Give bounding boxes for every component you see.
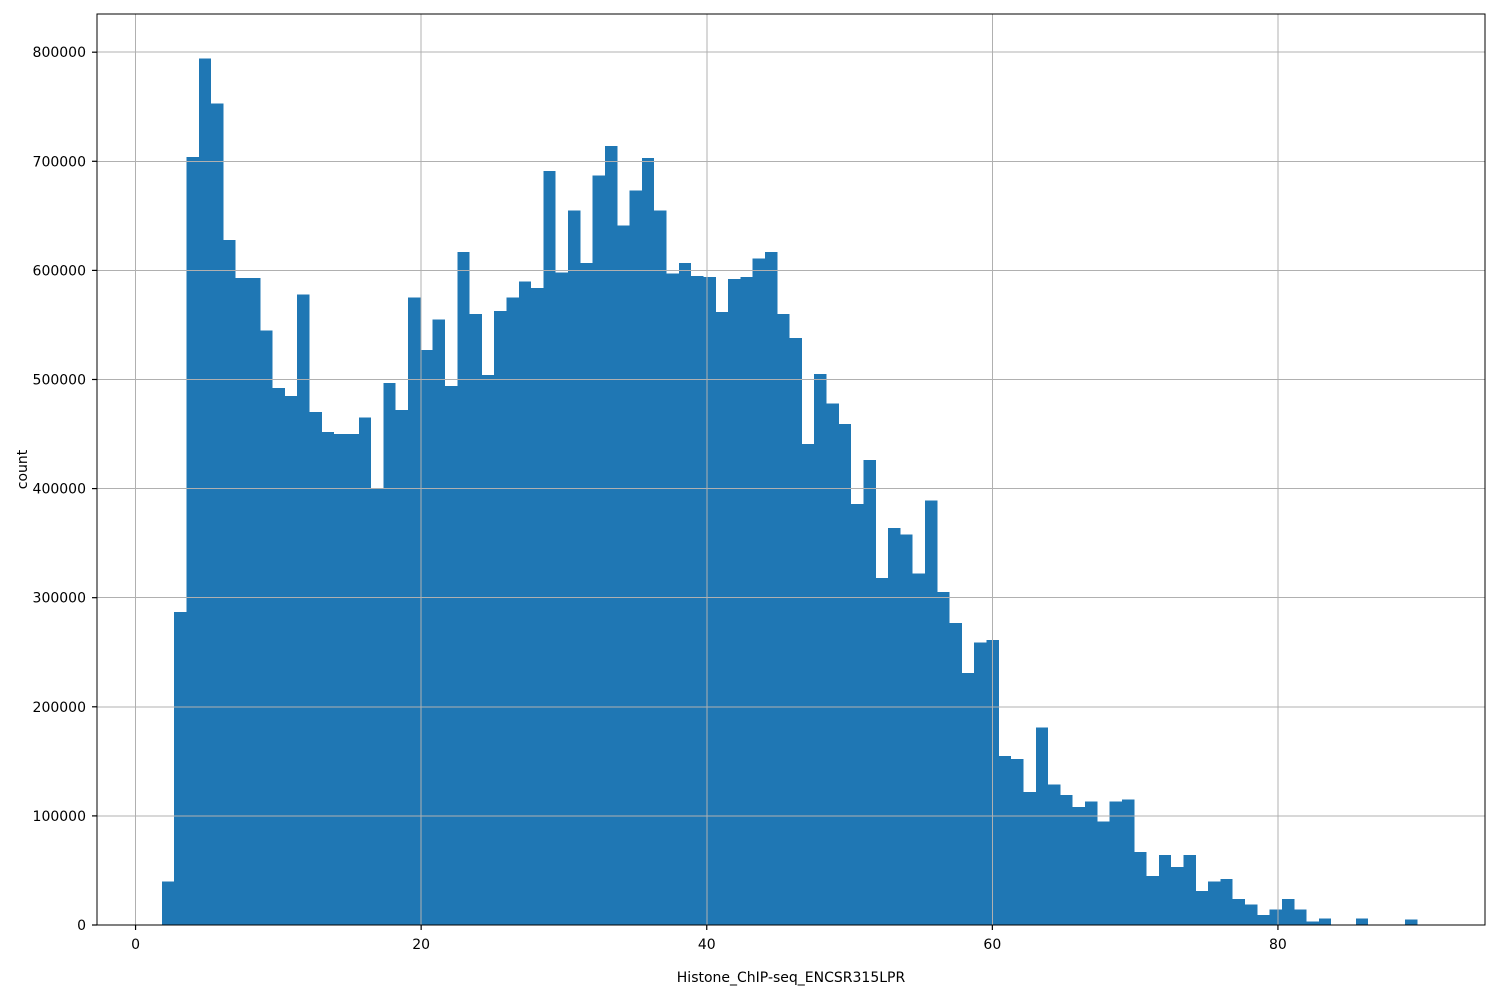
x-tick-label: 20: [412, 937, 430, 953]
plot-border-spines: [96, 13, 1486, 926]
y-tick-label: 700000: [33, 154, 86, 170]
x-tick-label: 80: [1269, 937, 1287, 953]
y-tick-label: 100000: [33, 809, 86, 825]
x-axis-label: Histone_ChIP-seq_ENCSR315LPR: [677, 970, 906, 986]
tick-labels-layer: 0 100000 200000 300000 400000 500000 600000 700…: [33, 45, 1287, 953]
bars-layer: [161, 58, 1418, 926]
axes-layer: [92, 13, 1486, 930]
y-tick-label: 600000: [33, 263, 86, 279]
y-axis-label: count: [15, 449, 31, 489]
y-tick-label: 200000: [33, 700, 86, 716]
y-tick-label: 400000: [33, 482, 86, 498]
x-tick-label: 0: [131, 937, 140, 953]
grid-layer: [97, 14, 1485, 926]
y-tick-label: 500000: [33, 372, 86, 388]
x-tick-label: 40: [698, 937, 716, 953]
y-tick-label: 0: [77, 918, 86, 934]
x-tick-label: 60: [983, 937, 1001, 953]
y-tick-label: 300000: [33, 591, 86, 607]
histogram-bars: [161, 58, 1418, 926]
y-tick-label: 800000: [33, 45, 86, 61]
